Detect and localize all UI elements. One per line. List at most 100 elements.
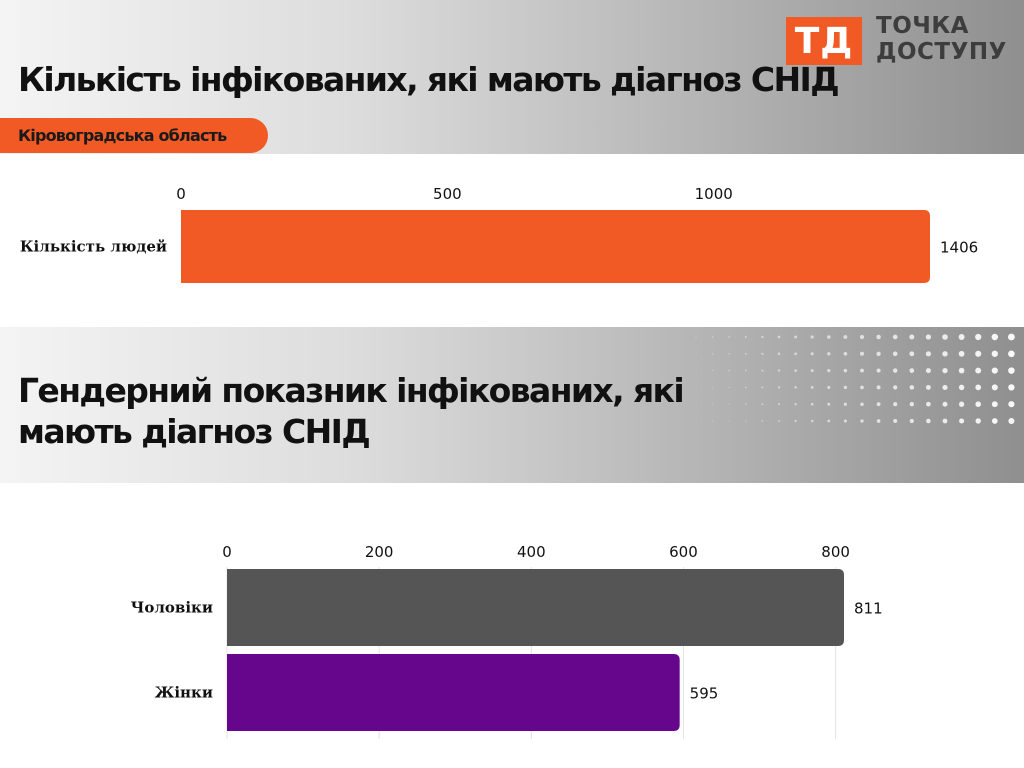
decor-dot (991, 367, 998, 374)
decor-dot (810, 335, 814, 339)
decor-dot (909, 334, 915, 340)
decor-dot (958, 401, 965, 407)
x-tick-label: 0 (176, 185, 186, 203)
dot-pattern-decoration (695, 333, 1015, 424)
decor-dot (942, 367, 948, 374)
decor-dot (975, 401, 981, 407)
decor-dot (810, 352, 814, 356)
gender-cases-chart: 0 200 400 600 800 Чоловіки 811 Жінки 595 (131, 543, 883, 739)
decor-dot (1008, 418, 1015, 424)
decor-dot (859, 334, 865, 340)
decor-dot (695, 420, 697, 422)
decor-dot (843, 402, 848, 406)
decor-dot (744, 386, 747, 389)
decor-dot (695, 336, 697, 338)
decor-dot (975, 384, 982, 391)
decor-dot (942, 418, 948, 424)
decor-dot (777, 335, 781, 339)
logo-text-line-2: ДОСТУПУ (876, 39, 1007, 65)
decor-dot (892, 334, 898, 340)
decor-dot (876, 368, 881, 373)
decor-dot (695, 370, 697, 372)
decor-dot (744, 352, 747, 355)
decor-dot (712, 403, 714, 405)
decor-dot (728, 352, 731, 355)
decor-dot (991, 401, 998, 408)
bar (181, 210, 930, 283)
decor-dot (744, 335, 747, 339)
decor-dot (695, 353, 697, 355)
decor-dot (728, 336, 731, 338)
decor-dot (876, 334, 881, 340)
decor-dot (794, 419, 797, 423)
decor-dot (777, 403, 781, 406)
decor-dot (942, 334, 948, 340)
decor-dot (728, 369, 730, 372)
decor-dot (794, 352, 798, 356)
decor-dot (695, 386, 697, 388)
decor-dot (860, 402, 864, 406)
decor-dot (761, 352, 764, 355)
decor-dot (991, 333, 999, 341)
decor-dot (695, 403, 697, 405)
decor-dot (909, 368, 915, 373)
decor-dot (794, 335, 798, 339)
decor-dot (778, 420, 780, 422)
decor-dot (925, 351, 931, 357)
decor-dot (958, 367, 965, 374)
decor-dot (761, 369, 764, 372)
decor-dot (777, 352, 781, 356)
decor-dot (975, 350, 982, 357)
category-label: Кількість людей (20, 238, 167, 256)
decor-dot (860, 419, 864, 423)
decor-dot (876, 419, 881, 423)
decor-dot (958, 350, 965, 357)
decor-dot (744, 369, 747, 372)
x-tick-label: 200 (365, 543, 394, 561)
bar (227, 569, 844, 646)
decor-dot (860, 385, 864, 390)
decor-dot (991, 418, 998, 424)
category-label: Жінки (155, 684, 213, 702)
decor-dot (728, 420, 730, 422)
decor-dot (777, 369, 781, 372)
decor-dot (712, 420, 714, 422)
decor-dot (892, 351, 898, 357)
decor-dot (810, 386, 814, 389)
decor-dot (794, 369, 797, 372)
decor-dot (794, 386, 797, 389)
decor-dot (745, 403, 747, 405)
logo-text-line-1: ТОЧКА (876, 13, 969, 39)
decor-dot (893, 385, 898, 390)
x-tick-label: 0 (222, 543, 232, 561)
decor-dot (1008, 401, 1015, 408)
category-label: Чоловіки (131, 599, 213, 617)
x-tick-label: 1000 (695, 185, 733, 203)
decor-dot (893, 419, 898, 423)
decor-dot (711, 353, 714, 355)
decor-dot (827, 352, 831, 356)
decor-dot (975, 418, 981, 424)
page-title: Кількість інфікованих, які мають діагноз… (18, 60, 840, 99)
x-tick-label: 600 (669, 543, 698, 561)
region-badge: Кіровоградська область (0, 118, 268, 153)
decor-dot (959, 418, 965, 424)
decor-dot (942, 384, 948, 390)
decor-dot (958, 384, 965, 391)
decor-dot (925, 384, 931, 390)
decor-dot (1008, 384, 1015, 391)
decor-dot (909, 385, 915, 390)
decor-dot (1008, 333, 1015, 341)
decor-dot (925, 334, 932, 340)
decor-dot (745, 420, 747, 422)
decor-dot (761, 403, 764, 406)
logo-mark: ТД (786, 17, 862, 65)
decor-dot (843, 385, 848, 390)
decor-dot (925, 368, 931, 374)
decor-dot (794, 403, 797, 406)
decor-dot (876, 402, 881, 407)
decor-dot (958, 334, 965, 340)
decor-dot (761, 335, 764, 339)
decor-dot (728, 403, 730, 405)
decor-dot (777, 386, 781, 389)
